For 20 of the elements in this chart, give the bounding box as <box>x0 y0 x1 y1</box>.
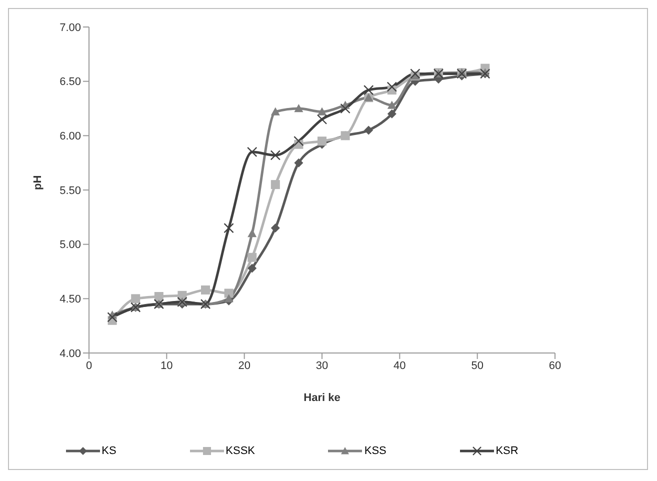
y-axis-title: pH <box>32 175 44 190</box>
x-tick-label: 60 <box>548 360 562 372</box>
y-tick-label: 6.50 <box>60 76 81 88</box>
x-tick-label: 0 <box>86 360 92 372</box>
legend-label: KSR <box>496 445 518 457</box>
x-tick-label: 20 <box>238 360 250 372</box>
y-tick-label: 5.00 <box>60 239 81 252</box>
legend-label: KSSK <box>226 445 256 457</box>
y-tick-label: 6.00 <box>60 130 81 143</box>
x-tick-label: 40 <box>394 360 406 372</box>
y-tick-label: 4.50 <box>60 294 81 306</box>
y-tick-label: 4.00 <box>60 348 81 360</box>
x-tick-label: 50 <box>471 360 484 372</box>
legend-label: KSS <box>364 445 386 457</box>
x-tick-label: 30 <box>316 360 328 372</box>
x-tick-label: 10 <box>160 360 173 372</box>
y-tick-label: 5.50 <box>60 184 81 197</box>
y-tick-label: 7.00 <box>60 22 81 34</box>
legend-label: KS <box>102 445 116 457</box>
x-axis-title: Hari ke <box>304 392 340 404</box>
